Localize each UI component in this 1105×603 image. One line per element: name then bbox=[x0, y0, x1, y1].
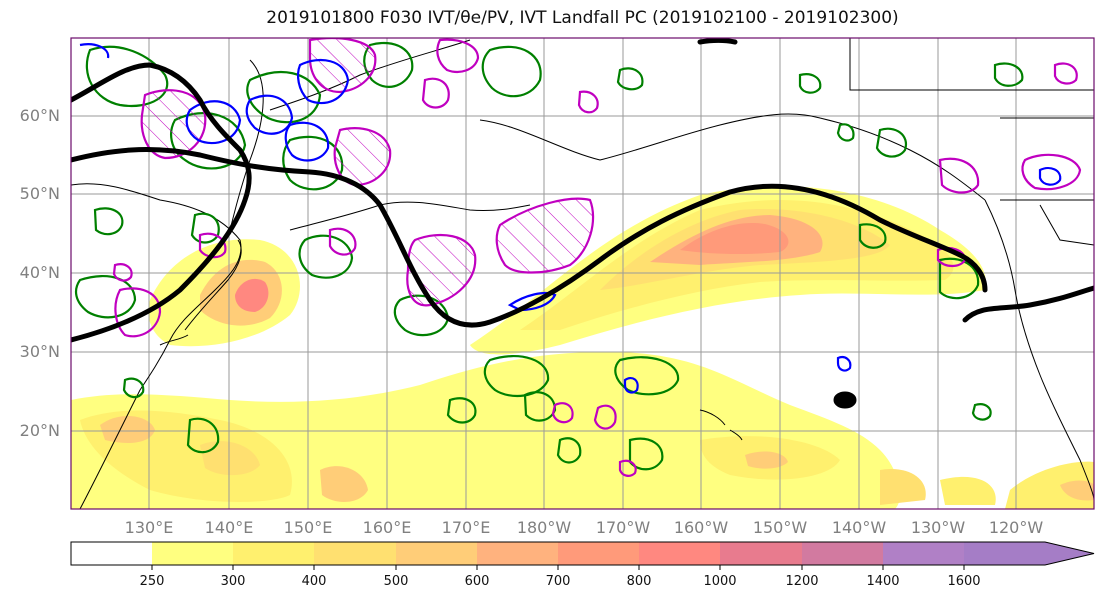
lon-label-130e: 130°E bbox=[124, 518, 174, 537]
cb-tick-300: 300 bbox=[220, 574, 246, 589]
cb-seg-2 bbox=[233, 542, 314, 565]
kamchatka bbox=[229, 59, 264, 231]
lon-label-180w: 180°W bbox=[516, 518, 572, 537]
cb-tick-1400: 1400 bbox=[866, 574, 900, 589]
colorbar bbox=[70, 541, 1095, 570]
ivt-japan-800 bbox=[235, 278, 269, 312]
lat-label-50n: 50°N bbox=[19, 184, 60, 203]
lon-label-150e: 150°E bbox=[283, 518, 333, 537]
lat-label-60n: 60°N bbox=[19, 106, 60, 125]
cb-tick-400: 400 bbox=[301, 574, 327, 589]
cb-seg-8 bbox=[720, 542, 802, 565]
pv-magenta-contours bbox=[112, 38, 1082, 477]
lon-label-140w: 140°W bbox=[831, 518, 887, 537]
cb-tick-250: 250 bbox=[139, 574, 165, 589]
lat-label-20n: 20°N bbox=[19, 421, 60, 440]
ivt-plume-800 bbox=[680, 223, 789, 255]
ivt-south-400a bbox=[100, 415, 155, 443]
cb-tick-1000: 1000 bbox=[703, 574, 737, 589]
cb-seg-1 bbox=[152, 542, 233, 565]
ivt-south-mid bbox=[880, 469, 926, 505]
cb-seg-10 bbox=[883, 542, 964, 565]
cb-extend-arrow bbox=[1045, 542, 1094, 565]
cb-tick-800: 800 bbox=[626, 574, 652, 589]
map-frame bbox=[70, 37, 1095, 510]
ivt-south-400b bbox=[320, 466, 368, 502]
lat-label-30n: 30°N bbox=[19, 342, 60, 361]
cb-seg-9 bbox=[802, 542, 883, 565]
lon-label-170w: 170°W bbox=[595, 518, 651, 537]
lon-label-160w: 160°W bbox=[673, 518, 729, 537]
map-title: 2019101800 F030 IVT/θe/PV, IVT Landfall … bbox=[266, 8, 899, 28]
borders bbox=[849, 38, 1094, 246]
asia-coast bbox=[71, 183, 242, 509]
cb-outline bbox=[70, 541, 1095, 566]
lon-label-150w: 150°W bbox=[752, 518, 808, 537]
cb-tick-1200: 1200 bbox=[785, 574, 819, 589]
cb-tick-500: 500 bbox=[383, 574, 409, 589]
ivt-south-east2 bbox=[940, 476, 996, 505]
graticule bbox=[71, 38, 1094, 509]
ivt-east-core bbox=[1060, 480, 1094, 501]
cb-tick-700: 700 bbox=[545, 574, 571, 589]
cb-tick-600: 600 bbox=[464, 574, 490, 589]
ivt-shading bbox=[71, 186, 1094, 509]
lon-label-140e: 140°E bbox=[204, 518, 254, 537]
lon-label-160e: 160°E bbox=[362, 518, 412, 537]
lat-label-40n: 40°N bbox=[19, 263, 60, 282]
theta-e-contours bbox=[74, 41, 1024, 471]
na-west-coast bbox=[984, 199, 1094, 501]
cb-seg-5 bbox=[477, 542, 558, 565]
cb-seg-11 bbox=[964, 542, 1045, 565]
cb-seg-0 bbox=[71, 542, 152, 565]
cb-seg-6 bbox=[558, 542, 639, 565]
aleutians bbox=[289, 201, 531, 231]
lon-label-130w: 130°W bbox=[910, 518, 966, 537]
ivt-south-hawaii-core bbox=[745, 451, 788, 469]
lon-label-170e: 170°E bbox=[441, 518, 491, 537]
cb-tick-1600: 1600 bbox=[947, 574, 981, 589]
cb-seg-4 bbox=[396, 542, 477, 565]
cb-seg-3 bbox=[314, 542, 396, 565]
ivt-south-400c bbox=[200, 441, 260, 476]
coastlines bbox=[71, 38, 1094, 509]
japan-islands bbox=[159, 239, 242, 346]
hawaii bbox=[699, 409, 743, 441]
cb-seg-7 bbox=[639, 542, 720, 565]
lon-label-120w: 120°W bbox=[988, 518, 1044, 537]
landfall-pc-contour bbox=[71, 38, 1094, 409]
